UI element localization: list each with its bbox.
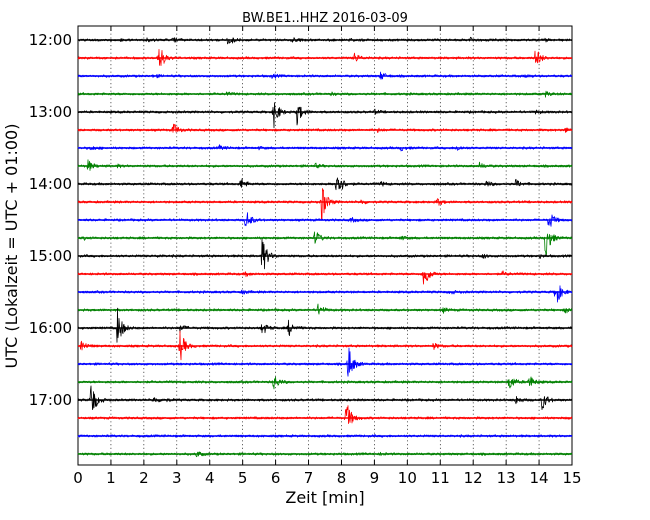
x-tick-label: 12 — [464, 469, 483, 487]
y-tick-label: 15:00 — [29, 247, 72, 265]
y-tick-label: 17:00 — [29, 391, 72, 409]
seismic-trace — [77, 347, 573, 377]
seismic-trace — [77, 102, 573, 129]
seismic-trace — [77, 303, 573, 315]
seismic-trace — [77, 376, 573, 390]
x-axis-label: Zeit [min] — [285, 488, 364, 507]
plot-frame — [77, 25, 573, 466]
y-axis-label: UTC (Lokalzeit = UTC + 01:00) — [2, 124, 21, 369]
seismic-trace — [77, 285, 573, 303]
x-tick-label: 7 — [304, 469, 314, 487]
seismic-trace — [77, 307, 573, 343]
x-axis: 0 1 2 3 4 5 6 7 8 9 10 11 12 13 14 15 — [73, 26, 582, 487]
seismic-trace — [77, 188, 573, 221]
x-tick-label: 14 — [530, 469, 549, 487]
x-tick-label: 11 — [431, 469, 450, 487]
y-tick-label: 12:00 — [29, 31, 72, 49]
x-tick-label: 13 — [497, 469, 516, 487]
x-tick-label: 9 — [370, 469, 380, 487]
traces — [77, 36, 573, 458]
x-tick-label: 8 — [337, 469, 347, 487]
x-tick-label: 1 — [106, 469, 116, 487]
x-tick-label: 6 — [271, 469, 281, 487]
y-axis: 12:00 13:00 14:00 15:00 16:00 17:00 — [29, 31, 572, 409]
seismic-trace — [77, 270, 573, 285]
seismic-trace — [77, 231, 573, 256]
y-tick-label: 16:00 — [29, 319, 72, 337]
x-tick-label: 4 — [205, 469, 215, 487]
x-tick-label: 0 — [73, 469, 83, 487]
seismic-trace — [77, 123, 573, 133]
chart-title: BW.BE1..HHZ 2016-03-09 — [242, 11, 408, 26]
x-tick-label: 2 — [139, 469, 149, 487]
x-tick-label: 15 — [562, 469, 581, 487]
gridlines — [110, 26, 540, 465]
seismic-trace — [77, 159, 573, 171]
seismic-trace — [77, 385, 573, 410]
x-tick-label: 5 — [238, 469, 248, 487]
x-tick-label: 3 — [172, 469, 182, 487]
seismic-trace — [77, 238, 573, 270]
seismic-trace — [77, 405, 573, 424]
y-tick-label: 14:00 — [29, 175, 72, 193]
x-tick-label: 10 — [398, 469, 417, 487]
y-tick-label: 13:00 — [29, 103, 72, 121]
